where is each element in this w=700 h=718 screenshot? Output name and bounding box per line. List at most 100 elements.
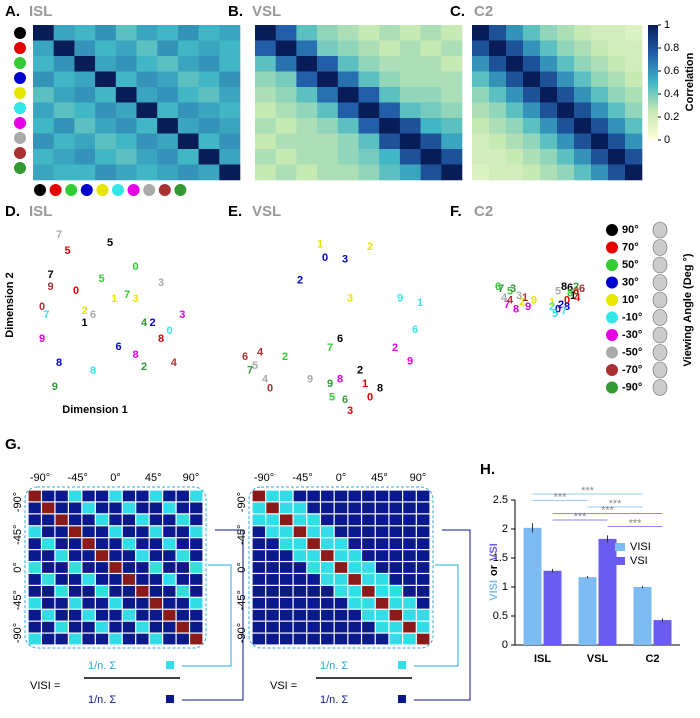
matrix-cell (362, 538, 375, 550)
matrix-cell (266, 538, 279, 550)
angle-dot (34, 184, 46, 196)
matrix-cell (389, 490, 403, 502)
heatmap-cell (177, 133, 199, 150)
matrix-cell (95, 585, 109, 597)
heatmap-cell (625, 164, 643, 181)
matrix-cell (190, 609, 203, 621)
point-label: 5 (507, 285, 513, 297)
matrix-cell (307, 597, 320, 609)
matrix-cell (375, 633, 389, 645)
heatmap-cell (358, 133, 380, 150)
heatmap-cell (420, 40, 442, 57)
denominator-square (398, 695, 406, 703)
heatmap-cell (115, 71, 137, 88)
heatmap-cell (540, 56, 558, 72)
matrix-cell (403, 585, 416, 597)
heatmap-cell (219, 118, 241, 134)
point-label: 2 (141, 361, 147, 373)
matrix-cell (307, 502, 320, 514)
angle-dot (14, 87, 26, 99)
heatmap-cell (506, 56, 524, 72)
heatmap-cell (441, 102, 463, 119)
heatmap-cell (489, 40, 507, 57)
panel-title: VSL (252, 203, 281, 220)
legend-label: -70° (622, 364, 642, 376)
head-icon (652, 221, 668, 239)
matrix-cell (68, 502, 82, 514)
matrix-cell (190, 538, 203, 550)
group-outline (248, 486, 434, 649)
matrix-cell (252, 550, 266, 561)
matrix-cell (403, 597, 416, 609)
panel-label: F. (450, 203, 462, 220)
point-label: 0 (132, 261, 138, 273)
arrow (414, 564, 459, 667)
matrix-cell (403, 621, 416, 633)
matrix-cell (252, 490, 266, 502)
heatmap-cell (358, 87, 380, 103)
heatmap-cell (136, 164, 158, 181)
matrix-cell (122, 609, 136, 621)
point-label: 5 (555, 285, 561, 297)
matrix-cell (293, 562, 307, 573)
heatmap-cell (540, 40, 558, 57)
point-label: 4 (574, 292, 581, 304)
y-tick-label: 0.5 (493, 610, 508, 622)
matrix-cell (82, 550, 95, 561)
matrix-cell (42, 490, 55, 502)
left-tick-label: -45° (236, 525, 248, 545)
matrix-cell (334, 633, 348, 645)
point-label: 5 (64, 245, 70, 257)
heatmap-cell (53, 149, 75, 165)
top-tick-label: 0° (336, 472, 347, 484)
matrix-cell (95, 574, 109, 585)
left-tick-label: 0° (236, 562, 248, 573)
matrix-cell (190, 514, 203, 526)
matrix-cell (42, 597, 55, 609)
heatmap-cell (115, 149, 137, 165)
heatmap-cell (219, 149, 241, 165)
matrix-cell (68, 562, 82, 573)
matrix-cell (362, 526, 375, 538)
matrix-cell (293, 550, 307, 561)
angle-dot (14, 147, 26, 159)
point-label: 1 (81, 317, 87, 329)
colorbar-tick-label: 1 (664, 19, 670, 31)
heatmap-cell (441, 40, 463, 57)
heatmap-cell (574, 40, 592, 57)
matrix-cell (136, 597, 149, 609)
legend-label: -30° (622, 329, 642, 341)
matrix-cell (293, 526, 307, 538)
heatmap-cell (53, 133, 75, 150)
heatmap-cell (136, 102, 158, 119)
matrix-cell (149, 514, 163, 526)
matrix-cell (279, 538, 293, 550)
point-label: 7 (247, 364, 253, 376)
matrix-cell (266, 550, 279, 561)
angle-dot (112, 184, 124, 196)
heatmap-cell (506, 164, 524, 181)
heatmap-cell (506, 40, 524, 57)
angle-dot (14, 57, 26, 69)
arrow (182, 564, 232, 667)
matrix-cell (348, 609, 361, 621)
matrix-cell (293, 514, 307, 526)
matrix-cell (307, 514, 320, 526)
heatmap-cell (337, 56, 359, 72)
matrix-cell (266, 609, 279, 621)
matrix-cell (375, 502, 389, 514)
heatmap-cell (317, 118, 339, 134)
denominator-square (166, 695, 174, 703)
matrix-cell (109, 574, 122, 585)
heatmap-cell (157, 149, 179, 165)
heatmap-cell (115, 56, 137, 72)
heatmap-cell (472, 87, 490, 103)
matrix-cell (403, 550, 416, 561)
matrix-cell (403, 502, 416, 514)
heatmap-cell (557, 149, 575, 165)
heatmap-cell (489, 102, 507, 119)
matrix-cell (28, 633, 41, 645)
matrix-cell (55, 597, 68, 609)
heatmap-cell (379, 87, 401, 103)
